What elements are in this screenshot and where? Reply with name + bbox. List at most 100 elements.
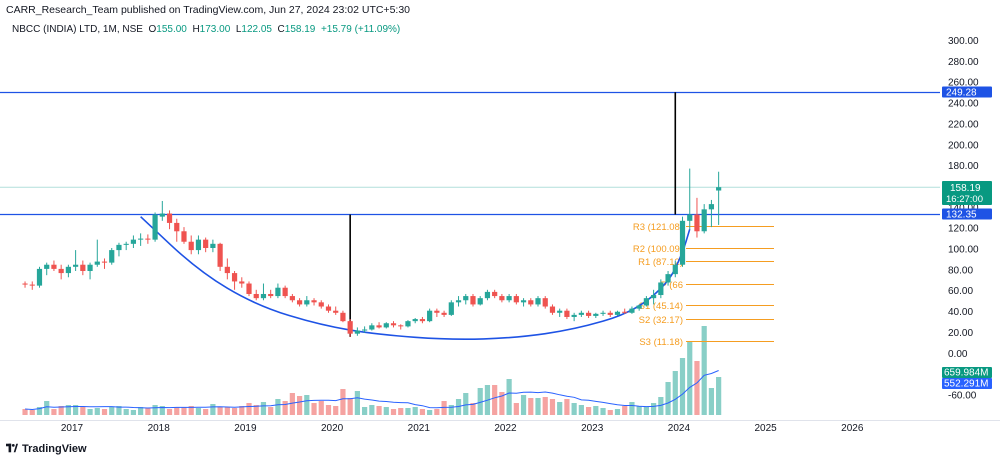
volume-bar xyxy=(557,402,563,415)
volume-bar xyxy=(477,388,483,415)
candle-body xyxy=(600,312,606,314)
candle-body xyxy=(528,300,534,305)
volume-bar xyxy=(275,399,281,415)
volume-bar xyxy=(296,396,303,415)
volume-bar xyxy=(492,385,498,415)
close-label: C xyxy=(277,24,285,35)
candle-body xyxy=(687,214,693,221)
candle-body xyxy=(405,321,411,327)
volume-bar xyxy=(622,406,628,415)
close-value: 158.19 xyxy=(284,24,316,35)
volume-bar xyxy=(679,358,686,415)
x-axis: 2017 2018 2019 2020 2021 2022 2023 2024 2025 2026 xyxy=(61,423,864,434)
candle-body xyxy=(651,295,657,299)
candle-body xyxy=(318,302,324,307)
volume-bar xyxy=(268,407,274,415)
volume-bar xyxy=(166,409,173,415)
y-tick-label: 300.00 xyxy=(948,36,979,47)
candle-body xyxy=(520,300,527,303)
candle-body xyxy=(354,330,360,334)
volume-bar xyxy=(463,393,469,415)
volume-bar xyxy=(600,408,606,415)
volume-bar xyxy=(614,409,621,415)
volume-bar xyxy=(210,404,216,415)
candle-body xyxy=(448,302,454,315)
y-tick-label: 140.00 xyxy=(948,203,979,214)
candle-body xyxy=(716,187,722,191)
candle-body xyxy=(427,310,433,322)
pivot-label: S2 (32.17) xyxy=(639,315,683,326)
volume-bar xyxy=(708,388,715,415)
candle-body xyxy=(296,300,303,305)
candle-body xyxy=(672,264,678,275)
candle-body xyxy=(549,306,556,313)
pivot-label: S3 (11.18) xyxy=(639,337,683,348)
volume-bar xyxy=(405,408,411,415)
candle-body xyxy=(506,296,512,301)
candle-body xyxy=(36,268,43,286)
candle-body xyxy=(557,310,563,313)
volume-bar xyxy=(174,407,180,415)
candle-body xyxy=(138,238,144,240)
candle-body xyxy=(607,312,613,315)
volume-bar xyxy=(549,399,556,415)
pivot-label: R3 (121.08) xyxy=(633,222,683,233)
candle-body xyxy=(347,321,353,334)
candle-body xyxy=(217,243,223,267)
volume-bar xyxy=(159,406,165,415)
volume-bar xyxy=(94,408,100,415)
candle-body xyxy=(542,298,548,307)
candle-body xyxy=(463,296,469,301)
volume-bar xyxy=(362,407,368,415)
volume-bar xyxy=(571,403,577,415)
volume-bar xyxy=(376,406,382,415)
volume-bar xyxy=(130,410,137,415)
candle-body xyxy=(195,239,202,251)
volume-bar xyxy=(643,407,649,415)
volume-bar xyxy=(36,407,43,415)
y-tick-label: 60.00 xyxy=(948,286,973,297)
volume-bar xyxy=(564,399,570,415)
volume-bar xyxy=(73,405,79,415)
candle-body xyxy=(130,239,137,244)
candle-body xyxy=(116,244,122,251)
candle-body xyxy=(636,305,642,309)
tradingview-logo-icon xyxy=(6,443,18,453)
volume-bar xyxy=(578,405,584,415)
level-tag-bg xyxy=(942,208,992,220)
volume-bar xyxy=(138,407,144,415)
volume-bar xyxy=(116,406,122,415)
y-tick-label: 100.00 xyxy=(948,245,979,256)
volume-bar xyxy=(535,398,541,415)
candle-body xyxy=(181,231,187,242)
candle-body xyxy=(708,204,715,210)
volume-bar xyxy=(145,408,151,415)
level-tag: 132.35 xyxy=(942,208,992,221)
volume-bar xyxy=(311,403,317,415)
candle-body xyxy=(275,287,281,297)
candle-body xyxy=(94,261,100,265)
high-label: H xyxy=(192,24,200,35)
candle-body xyxy=(419,319,426,322)
volume-bar xyxy=(651,403,657,415)
candle-body xyxy=(369,325,375,330)
volume-bar xyxy=(441,401,447,415)
candle-body xyxy=(665,274,671,283)
candle-body xyxy=(246,283,252,294)
symbol-name: NBCC (INDIA) LTD, 1M, NSE xyxy=(12,24,143,35)
volume-bar xyxy=(65,405,71,415)
candle-body xyxy=(109,250,115,263)
candle-body xyxy=(58,268,64,274)
pivot-label: R2 (100.09) xyxy=(633,244,683,255)
candle-body xyxy=(231,273,238,282)
candle-body xyxy=(434,310,440,313)
candle-body xyxy=(470,296,476,305)
candle-body xyxy=(87,264,93,271)
candle-body xyxy=(614,311,621,315)
volume-bar xyxy=(289,393,295,415)
volume-tag-text: 659.984M xyxy=(944,368,988,379)
